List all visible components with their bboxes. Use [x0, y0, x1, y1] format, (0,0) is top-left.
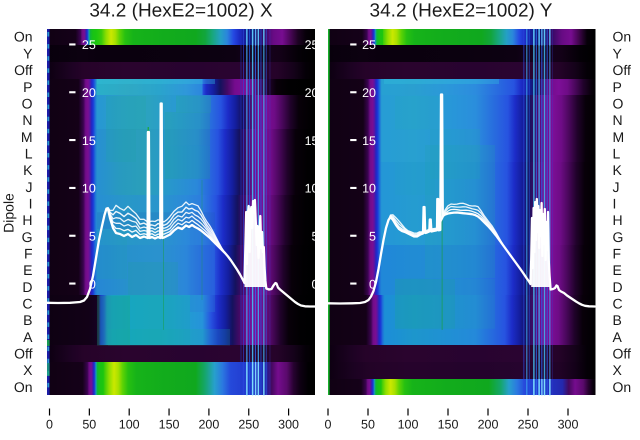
svg-text:150: 150 — [159, 418, 180, 432]
svg-text:Off: Off — [613, 346, 632, 362]
svg-text:N: N — [22, 112, 32, 128]
svg-text:D: D — [22, 279, 32, 295]
svg-text:50: 50 — [82, 418, 96, 432]
svg-text:F: F — [613, 246, 622, 262]
svg-text:Y: Y — [613, 45, 623, 61]
svg-text:200: 200 — [198, 418, 219, 432]
svg-text:Off: Off — [14, 346, 33, 362]
svg-text:P: P — [23, 79, 32, 95]
svg-text:5: 5 — [369, 230, 376, 244]
svg-text:0: 0 — [46, 418, 53, 432]
svg-text:34.2 (HexE2=1002) Y: 34.2 (HexE2=1002) Y — [370, 1, 553, 22]
svg-text:34.2 (HexE2=1002) X: 34.2 (HexE2=1002) X — [89, 1, 273, 22]
svg-text:200: 200 — [478, 418, 499, 432]
svg-text:N: N — [613, 112, 623, 128]
svg-text:M: M — [613, 129, 625, 145]
svg-text:E: E — [613, 262, 622, 278]
svg-text:K: K — [23, 162, 33, 178]
svg-text:On: On — [14, 29, 33, 45]
svg-text:On: On — [14, 379, 33, 395]
svg-text:0: 0 — [369, 277, 376, 291]
svg-text:300: 300 — [278, 418, 299, 432]
svg-text:15: 15 — [82, 134, 96, 148]
svg-text:0: 0 — [89, 277, 96, 291]
svg-text:300: 300 — [558, 418, 579, 432]
svg-text:B: B — [23, 312, 32, 328]
svg-text:H: H — [613, 212, 623, 228]
svg-text:H: H — [22, 212, 32, 228]
svg-text:Dipole: Dipole — [1, 193, 17, 233]
svg-text:5: 5 — [312, 230, 319, 244]
svg-text:10: 10 — [305, 182, 319, 196]
svg-text:150: 150 — [438, 418, 459, 432]
svg-text:15: 15 — [305, 134, 319, 148]
svg-text:B: B — [613, 312, 622, 328]
svg-text:X: X — [613, 362, 623, 378]
svg-text:I: I — [29, 196, 33, 212]
svg-text:E: E — [23, 262, 32, 278]
svg-text:L: L — [25, 145, 33, 161]
svg-text:G: G — [613, 229, 624, 245]
svg-text:Off: Off — [613, 62, 632, 78]
svg-text:A: A — [613, 329, 623, 345]
svg-text:20: 20 — [362, 86, 376, 100]
svg-text:10: 10 — [82, 182, 96, 196]
svg-text:O: O — [613, 95, 624, 111]
svg-text:O: O — [22, 95, 33, 111]
svg-text:J: J — [26, 179, 33, 195]
svg-text:L: L — [613, 145, 621, 161]
svg-text:0: 0 — [312, 277, 319, 291]
svg-text:100: 100 — [119, 418, 140, 432]
svg-text:5: 5 — [89, 230, 96, 244]
svg-text:250: 250 — [518, 418, 539, 432]
svg-text:10: 10 — [362, 182, 376, 196]
svg-text:100: 100 — [398, 418, 419, 432]
svg-text:Off: Off — [14, 62, 33, 78]
svg-text:On: On — [613, 379, 632, 395]
svg-text:I: I — [613, 196, 617, 212]
svg-text:25: 25 — [305, 38, 319, 52]
svg-text:A: A — [23, 329, 33, 345]
svg-text:G: G — [22, 229, 33, 245]
svg-text:J: J — [613, 179, 620, 195]
svg-text:C: C — [613, 296, 623, 312]
svg-text:P: P — [613, 79, 622, 95]
svg-text:D: D — [613, 279, 623, 295]
svg-text:K: K — [613, 162, 623, 178]
svg-text:Y: Y — [23, 45, 33, 61]
svg-text:250: 250 — [238, 418, 259, 432]
svg-text:50: 50 — [361, 418, 375, 432]
svg-text:0: 0 — [325, 418, 332, 432]
svg-text:25: 25 — [82, 38, 96, 52]
svg-text:F: F — [24, 246, 33, 262]
svg-text:On: On — [613, 29, 632, 45]
svg-text:X: X — [23, 362, 33, 378]
svg-text:15: 15 — [362, 134, 376, 148]
svg-text:20: 20 — [305, 86, 319, 100]
svg-text:M: M — [21, 129, 33, 145]
svg-text:25: 25 — [362, 38, 376, 52]
svg-text:20: 20 — [82, 86, 96, 100]
svg-text:C: C — [22, 296, 32, 312]
